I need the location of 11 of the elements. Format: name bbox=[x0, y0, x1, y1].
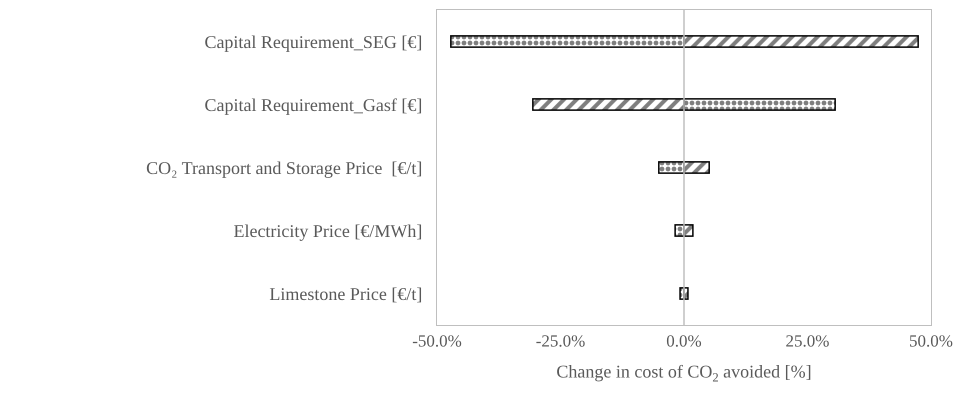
y-tick-label: Limestone Price [€/t] bbox=[269, 284, 422, 304]
y-tick-label: Electricity Price [€/MWh] bbox=[233, 220, 422, 241]
y-tick-label: Capital Requirement_SEG [€] bbox=[204, 32, 422, 52]
x-tick-label: -50.0% bbox=[412, 331, 462, 350]
x-tick-label: 25.0% bbox=[786, 331, 830, 350]
y-tick-label: Capital Requirement_Gasf [€] bbox=[204, 94, 422, 115]
x-axis-title: Change in cost of CO$_{2}$ avoided [%] bbox=[556, 362, 812, 384]
y-tick-label: CO₂ Transport and Storage Price [€/t] bbox=[146, 158, 422, 178]
x-tick-label: 50.0% bbox=[909, 331, 953, 350]
x-tick-label: -25.0% bbox=[536, 331, 586, 350]
x-tick-label: 0.0% bbox=[666, 331, 702, 350]
